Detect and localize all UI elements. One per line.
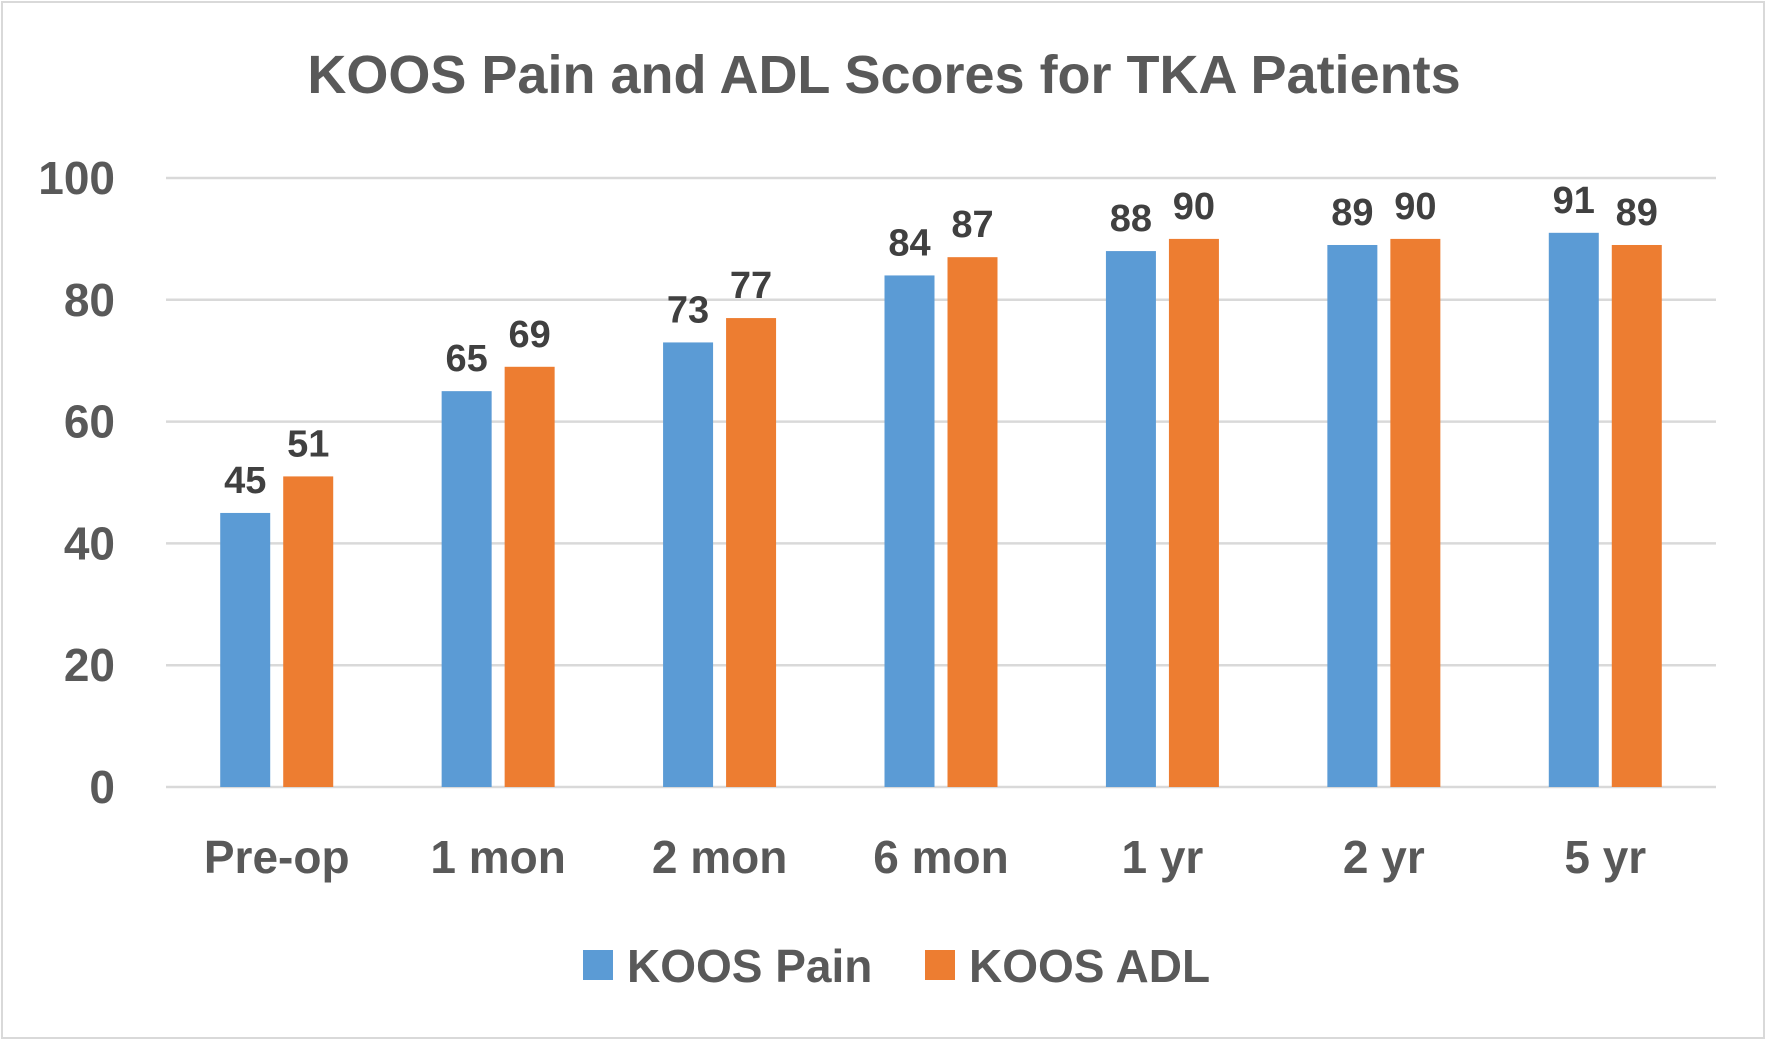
bars — [220, 232, 1662, 788]
data-label: 87 — [951, 204, 993, 246]
legend-swatch — [583, 950, 613, 980]
bar — [884, 275, 935, 787]
legend: KOOS Pain KOOS ADL — [583, 940, 1210, 992]
legend-label: KOOS ADL — [969, 940, 1210, 992]
data-label: 89 — [1616, 192, 1658, 234]
bar — [947, 257, 998, 787]
y-tick-label: 60 — [64, 396, 115, 448]
data-label: 89 — [1331, 192, 1373, 234]
data-label: 88 — [1110, 198, 1152, 240]
bar — [504, 366, 555, 787]
data-label: 90 — [1394, 186, 1436, 228]
y-tick-label: 100 — [38, 152, 115, 204]
data-label: 84 — [888, 222, 930, 264]
data-label: 69 — [509, 314, 551, 356]
y-tick-label: 20 — [64, 639, 115, 691]
bar — [726, 318, 777, 787]
data-label: 65 — [446, 338, 488, 380]
gridlines — [166, 176, 1716, 789]
data-label: 77 — [730, 265, 772, 307]
data-label: 45 — [224, 460, 266, 502]
bar — [1327, 244, 1378, 788]
data-label: 51 — [287, 423, 329, 465]
bar — [220, 512, 271, 787]
bar — [441, 391, 492, 787]
x-category-label: 2 yr — [1343, 831, 1425, 883]
x-category-label: 1 yr — [1121, 831, 1203, 883]
bar — [1548, 232, 1599, 787]
data-label: 90 — [1173, 186, 1215, 228]
data-label: 91 — [1553, 180, 1595, 222]
bar — [1390, 238, 1441, 787]
bar — [1105, 251, 1156, 787]
x-category-label: 5 yr — [1564, 831, 1646, 883]
legend-label: KOOS Pain — [627, 940, 872, 992]
x-axis-categories: Pre-op 1 mon 2 mon 6 mon 1 yr 2 yr 5 yr — [204, 831, 1646, 883]
chart-title: KOOS Pain and ADL Scores for TKA Patient… — [307, 45, 1460, 105]
y-tick-label: 0 — [89, 761, 115, 813]
bar — [283, 476, 334, 787]
x-category-label: 6 mon — [873, 831, 1008, 883]
bar — [1168, 238, 1219, 787]
y-tick-label: 80 — [64, 274, 115, 326]
bar — [1611, 244, 1662, 788]
legend-swatch — [925, 950, 955, 980]
y-axis-ticks: 0 20 40 60 80 100 — [38, 152, 115, 813]
x-category-label: 2 mon — [652, 831, 787, 883]
data-labels: 45 51 65 69 73 77 84 87 88 90 89 90 91 89 — [224, 180, 1658, 502]
data-label: 73 — [667, 289, 709, 331]
bar — [663, 342, 714, 787]
y-tick-label: 40 — [64, 517, 115, 569]
x-category-label: Pre-op — [204, 831, 350, 883]
x-category-label: 1 mon — [430, 831, 565, 883]
